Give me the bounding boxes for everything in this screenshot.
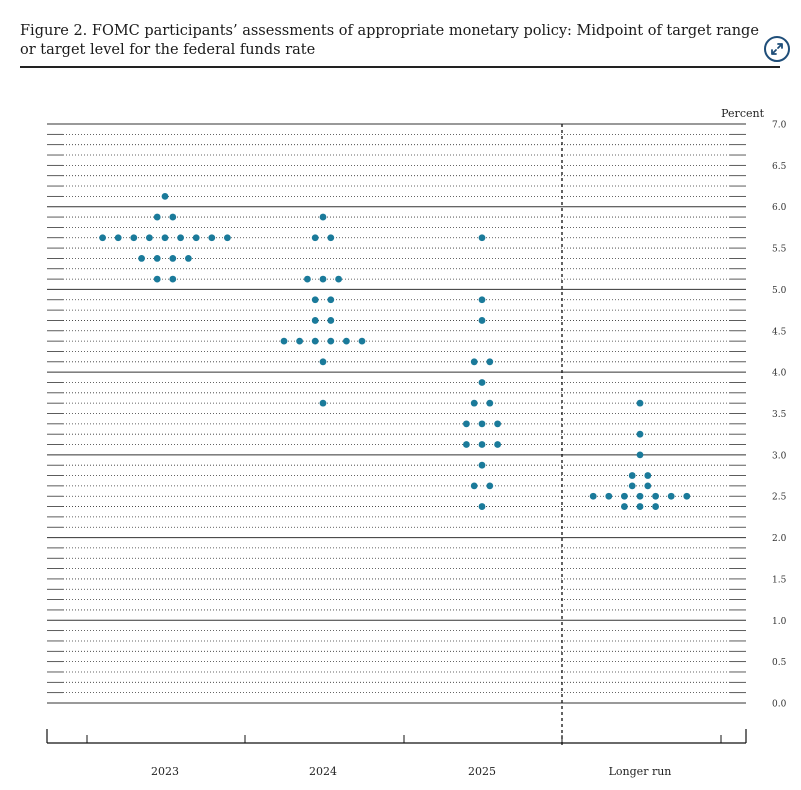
participant-dot (636, 492, 644, 500)
participant-dot (311, 234, 319, 242)
participant-dot (463, 441, 470, 448)
participant-dot (494, 441, 501, 448)
grid-lines (47, 123, 746, 704)
participant-dot (177, 234, 185, 242)
participant-dot (628, 472, 636, 479)
x-category-label: 2023 (151, 765, 179, 778)
participant-dot (280, 337, 288, 345)
participant-dot (478, 379, 486, 386)
participant-dot (311, 296, 319, 304)
y-axis-unit-label: Percent (721, 107, 764, 120)
participant-dot (327, 317, 335, 324)
participant-dot (138, 255, 146, 262)
participant-dot (636, 399, 644, 407)
participant-dot (192, 234, 200, 242)
participant-dot (652, 492, 659, 500)
participant-dot (185, 255, 192, 262)
participant-dot (478, 296, 486, 304)
participant-dot (652, 503, 659, 510)
participant-dot (161, 192, 169, 200)
participant-dot (470, 358, 478, 366)
participant-dot (153, 213, 161, 221)
participant-dot (319, 213, 327, 221)
participant-dot (327, 337, 335, 345)
y-tick-label: 0.5 (772, 658, 787, 668)
participant-dot (304, 275, 311, 283)
y-tick-label: 7.0 (772, 121, 787, 131)
participant-dot (169, 255, 177, 262)
x-category-label: Longer run (609, 765, 672, 778)
participant-dot (358, 337, 366, 345)
participant-dot (153, 255, 161, 262)
participant-dot (621, 492, 628, 500)
participant-dot (327, 234, 335, 242)
caption-divider (20, 66, 780, 68)
participant-dot (311, 337, 319, 345)
y-tick-label: 3.5 (772, 410, 787, 420)
participant-dot (667, 492, 675, 500)
participant-dot (319, 358, 327, 366)
participant-dot (621, 503, 628, 510)
y-tick-label: 4.0 (772, 369, 787, 379)
participant-dot (169, 213, 177, 221)
participant-dot (153, 275, 161, 283)
y-tick-label: 2.5 (772, 493, 787, 503)
participant-dot (463, 420, 470, 428)
y-tick-label: 3.0 (772, 451, 787, 461)
participant-dot (644, 472, 652, 479)
participant-dot (296, 337, 303, 345)
y-tick-label: 5.0 (772, 286, 787, 296)
dots (99, 192, 691, 510)
y-tick-label: 4.5 (772, 327, 787, 337)
y-tick-label: 2.0 (772, 534, 787, 544)
y-tick-label: 6.0 (772, 203, 787, 213)
participant-dot (319, 275, 327, 283)
participant-dot (494, 420, 501, 428)
participant-dot (478, 420, 486, 428)
participant-dot (636, 503, 644, 510)
participant-dot (636, 451, 644, 459)
participant-dot (478, 317, 486, 324)
y-tick-label: 0.0 (772, 700, 787, 710)
participant-dot (628, 482, 636, 490)
participant-dot (470, 482, 478, 490)
y-tick-label: 5.5 (772, 245, 787, 255)
participant-dot (636, 430, 644, 438)
expand-arrows-icon (771, 43, 783, 55)
y-tick-label: 6.5 (772, 162, 787, 172)
participant-dot (224, 234, 231, 242)
participant-dot (99, 234, 106, 242)
participant-dot (161, 234, 169, 242)
x-category-label: 2024 (309, 765, 337, 778)
axes: 0.0 0.5 1.0 1.5 2.0 2.5 3.0 3.5 4.0 4.5 5.0 5.5 6.0 6… (46, 121, 787, 778)
participant-dot (335, 275, 342, 283)
x-category-label: 2025 (468, 765, 496, 778)
participant-dot (605, 492, 613, 500)
participant-dot (589, 492, 597, 500)
participant-dot (327, 296, 335, 304)
expand-button[interactable] (764, 36, 790, 62)
participant-dot (478, 234, 486, 242)
y-tick-label: 1.0 (772, 617, 787, 627)
participant-dot (343, 337, 350, 345)
participant-dot (486, 399, 494, 407)
y-tick-label: 1.5 (772, 575, 787, 585)
figure-caption: Figure 2. FOMC participants’ assessments… (20, 23, 759, 58)
participant-dot (470, 399, 478, 407)
participant-dot (311, 317, 319, 324)
participant-dot (146, 234, 153, 242)
participant-dot (130, 234, 138, 242)
participant-dot (169, 275, 177, 283)
participant-dot (478, 441, 486, 448)
participant-dot (114, 234, 122, 242)
participant-dot (208, 234, 216, 242)
participant-dot (486, 358, 494, 366)
participant-dot (319, 399, 327, 407)
participant-dot (478, 461, 486, 469)
participant-dot (683, 492, 691, 500)
participant-dot (478, 503, 486, 510)
participant-dot (486, 482, 494, 490)
participant-dot (644, 482, 652, 490)
